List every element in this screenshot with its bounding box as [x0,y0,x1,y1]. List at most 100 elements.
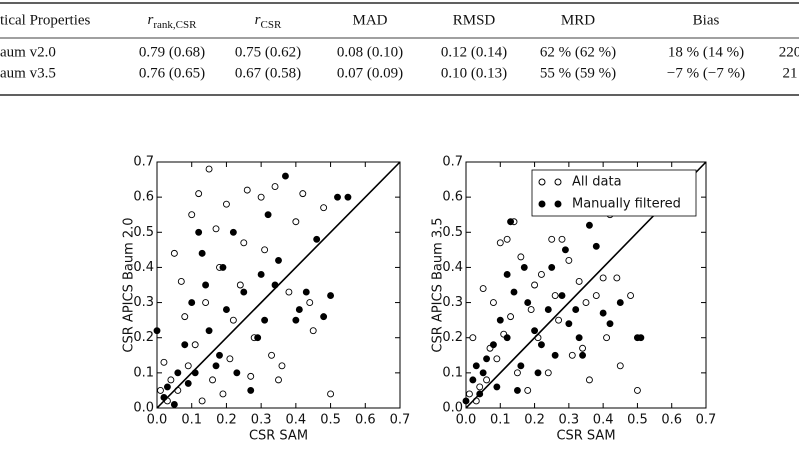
point [195,228,203,236]
scatter-points [462,211,645,405]
point [212,225,220,233]
point [548,235,556,243]
point [177,278,185,285]
point [579,344,587,352]
point [292,316,300,324]
point [170,249,178,257]
x-tick-label: 0.6 [355,413,376,428]
legend-marker [554,178,562,186]
table-cell: 62 % (62 %) [540,44,616,60]
legend-marker [538,200,546,208]
point [524,299,532,307]
x-tick-label: 0.7 [390,413,411,428]
point [531,281,539,289]
y-axis-label: CSR APICS Baum 2.0 [122,217,137,352]
point [344,193,352,201]
point [327,292,335,299]
point [160,358,168,366]
point [247,386,255,394]
table-cell: 0.12 (0.14) [441,44,507,60]
point [551,292,559,299]
table-header: rrank,CSR [148,12,198,30]
point [181,313,189,321]
point [157,386,164,394]
point [292,218,300,226]
point [184,379,192,387]
point [240,288,248,296]
point [503,271,511,278]
point [616,362,624,370]
point [493,383,501,391]
table-header: rCSR [255,12,282,30]
point [264,211,272,219]
y-tick-label: 0.0 [133,401,154,416]
point [309,327,317,335]
table-cell: 21 [783,65,798,81]
point [313,235,321,243]
point [320,204,328,212]
y-tick-label: 0.2 [442,330,463,345]
point [205,165,213,173]
point [531,327,539,335]
legend-box [531,169,697,217]
point [462,397,470,405]
point [572,306,580,314]
point [476,383,484,391]
point [565,320,573,328]
table-cell: 0.76 (0.65) [139,65,205,81]
point [534,369,542,377]
point [513,369,521,377]
legend-label: All data [572,175,622,190]
y-tick-label: 0.3 [442,295,463,310]
point [191,341,199,349]
point [616,299,624,307]
point [469,376,477,384]
point [558,235,566,243]
table-header: RMSD [453,12,496,28]
x-tick-label: 0.5 [320,413,341,428]
point [537,271,545,278]
point [181,341,189,349]
point [236,281,244,289]
table-cell: 0.08 (0.10) [337,44,403,60]
y-tick-label: 0.1 [133,365,154,380]
point [299,190,307,198]
table-cell: aum v2.0 [0,44,56,60]
table-cell: 0.10 (0.13) [441,65,507,81]
point [493,355,501,363]
point [524,386,532,394]
point [247,372,255,380]
y-tick-label: 0.4 [442,260,463,275]
point [472,362,480,370]
y-tick-label: 0.3 [133,295,154,310]
point [479,285,487,292]
table-header: MAD [352,12,387,28]
x-axis-label: CSR SAM [249,429,308,444]
point [188,211,196,219]
scatter-points [153,165,352,408]
point [327,390,335,398]
point [302,288,310,296]
point [496,239,504,247]
point [585,221,593,229]
point [503,235,511,243]
legend-label: Manually filtered [572,197,681,212]
y-tick-label: 0.4 [133,260,154,275]
point [229,316,237,324]
x-tick-label: 0.1 [490,413,511,428]
table-cell: 55 % (59 %) [540,65,616,81]
point [278,362,286,370]
point [219,390,227,398]
x-tick-label: 0.0 [147,413,168,428]
point [582,299,590,307]
point [306,299,314,307]
point [222,200,230,208]
point [275,256,282,264]
point [544,306,552,314]
y-tick-label: 0.5 [133,225,154,240]
point [285,288,293,296]
point [295,306,303,314]
point [507,313,515,321]
